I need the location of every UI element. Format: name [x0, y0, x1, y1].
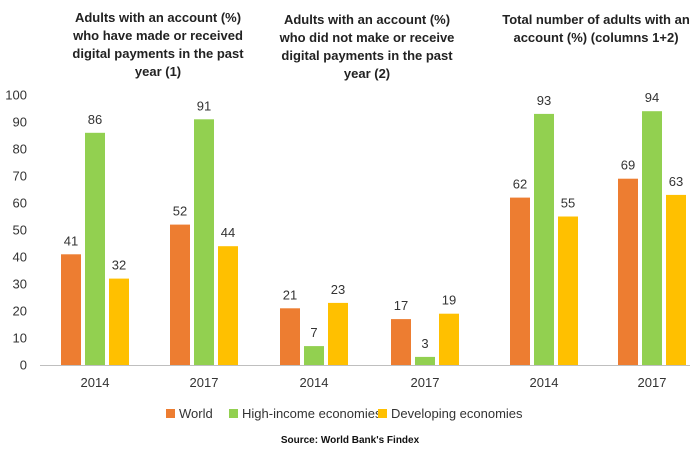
bar: [534, 113, 554, 366]
y-tick-label: 40: [13, 250, 27, 265]
data-label: 21: [283, 287, 297, 302]
bar: [280, 308, 300, 365]
y-tick-label: 20: [13, 304, 27, 319]
y-tick-label: 90: [13, 115, 27, 130]
data-label: 94: [645, 90, 659, 105]
x-tick-label: 2017: [190, 375, 219, 390]
bar: [510, 197, 530, 365]
group-title-line: digital payments in the past: [281, 48, 453, 63]
y-tick-label: 100: [5, 88, 27, 103]
bar: [109, 278, 129, 365]
bar: [304, 346, 324, 365]
legend: World High-income economies Developing eco…: [166, 406, 523, 421]
data-label: 63: [669, 174, 683, 189]
data-label: 3: [421, 336, 428, 351]
data-label: 44: [221, 225, 235, 240]
bar: [415, 356, 435, 365]
data-label: 17: [394, 298, 408, 313]
group-title-line: who did not make or receive: [279, 30, 455, 45]
legend-swatch: [166, 409, 175, 418]
x-tick-label: 2014: [530, 375, 559, 390]
group-title-line: who have made or received: [72, 28, 243, 43]
group-title-line: Adults with an account (%): [75, 10, 241, 25]
data-label: 62: [513, 177, 527, 192]
x-tick-label: 2014: [300, 375, 329, 390]
data-label: 32: [112, 258, 126, 273]
data-label: 52: [173, 204, 187, 219]
group-title-line: year (1): [135, 64, 181, 79]
data-label: 55: [561, 196, 575, 211]
group-title-line: digital payments in the past: [72, 46, 244, 61]
y-tick-label: 50: [13, 223, 27, 238]
group-titles: Adults with an account (%) who have made …: [72, 10, 690, 81]
y-tick-label: 0: [20, 358, 27, 373]
bar: [61, 254, 81, 365]
data-label: 93: [537, 93, 551, 108]
bars: [61, 111, 686, 366]
bar: [439, 313, 459, 365]
x-tick-label: 2017: [638, 375, 667, 390]
data-labels: 41 86 32 52 91 44 21 7 23 17 3 19 62 93 55 69 94 63: [64, 90, 683, 351]
legend-label: High-income economies: [242, 406, 382, 421]
bar: [328, 302, 348, 365]
bar: [618, 178, 638, 365]
source-note: Source: World Bank's Findex: [281, 435, 420, 446]
bar: [85, 132, 105, 365]
bar: [170, 224, 190, 365]
data-label: 19: [442, 293, 456, 308]
data-label: 7: [310, 325, 317, 340]
x-tick-label: 2017: [411, 375, 440, 390]
y-tick-label: 70: [13, 169, 27, 184]
group-title-line: year (2): [344, 66, 390, 81]
data-label: 86: [88, 112, 102, 127]
y-axis: 0 10 20 30 40 50 60 70 80 90 100: [5, 88, 27, 373]
data-label: 91: [197, 98, 211, 113]
group-title-line: Adults with an account (%): [284, 12, 450, 27]
bar: [642, 111, 662, 365]
bar: [666, 194, 686, 365]
x-tick-label: 2014: [81, 375, 110, 390]
bar: [558, 216, 578, 365]
legend-swatch: [229, 409, 238, 418]
bar: [218, 246, 238, 365]
group-title-line: account (%) (columns 1+2): [513, 30, 678, 45]
legend-label: World: [179, 406, 213, 421]
y-tick-label: 60: [13, 196, 27, 211]
bar: [194, 119, 214, 365]
legend-label: Developing economies: [391, 406, 523, 421]
y-tick-label: 30: [13, 277, 27, 292]
data-label: 69: [621, 158, 635, 173]
y-tick-label: 80: [13, 142, 27, 157]
bar: [391, 319, 411, 365]
data-label: 41: [64, 233, 78, 248]
legend-swatch: [378, 409, 387, 418]
x-axis-ticks: 2014 2017 2014 2017 2014 2017: [81, 375, 667, 390]
data-label: 23: [331, 282, 345, 297]
y-tick-label: 10: [13, 331, 27, 346]
group-title-line: Total number of adults with an: [502, 12, 690, 27]
